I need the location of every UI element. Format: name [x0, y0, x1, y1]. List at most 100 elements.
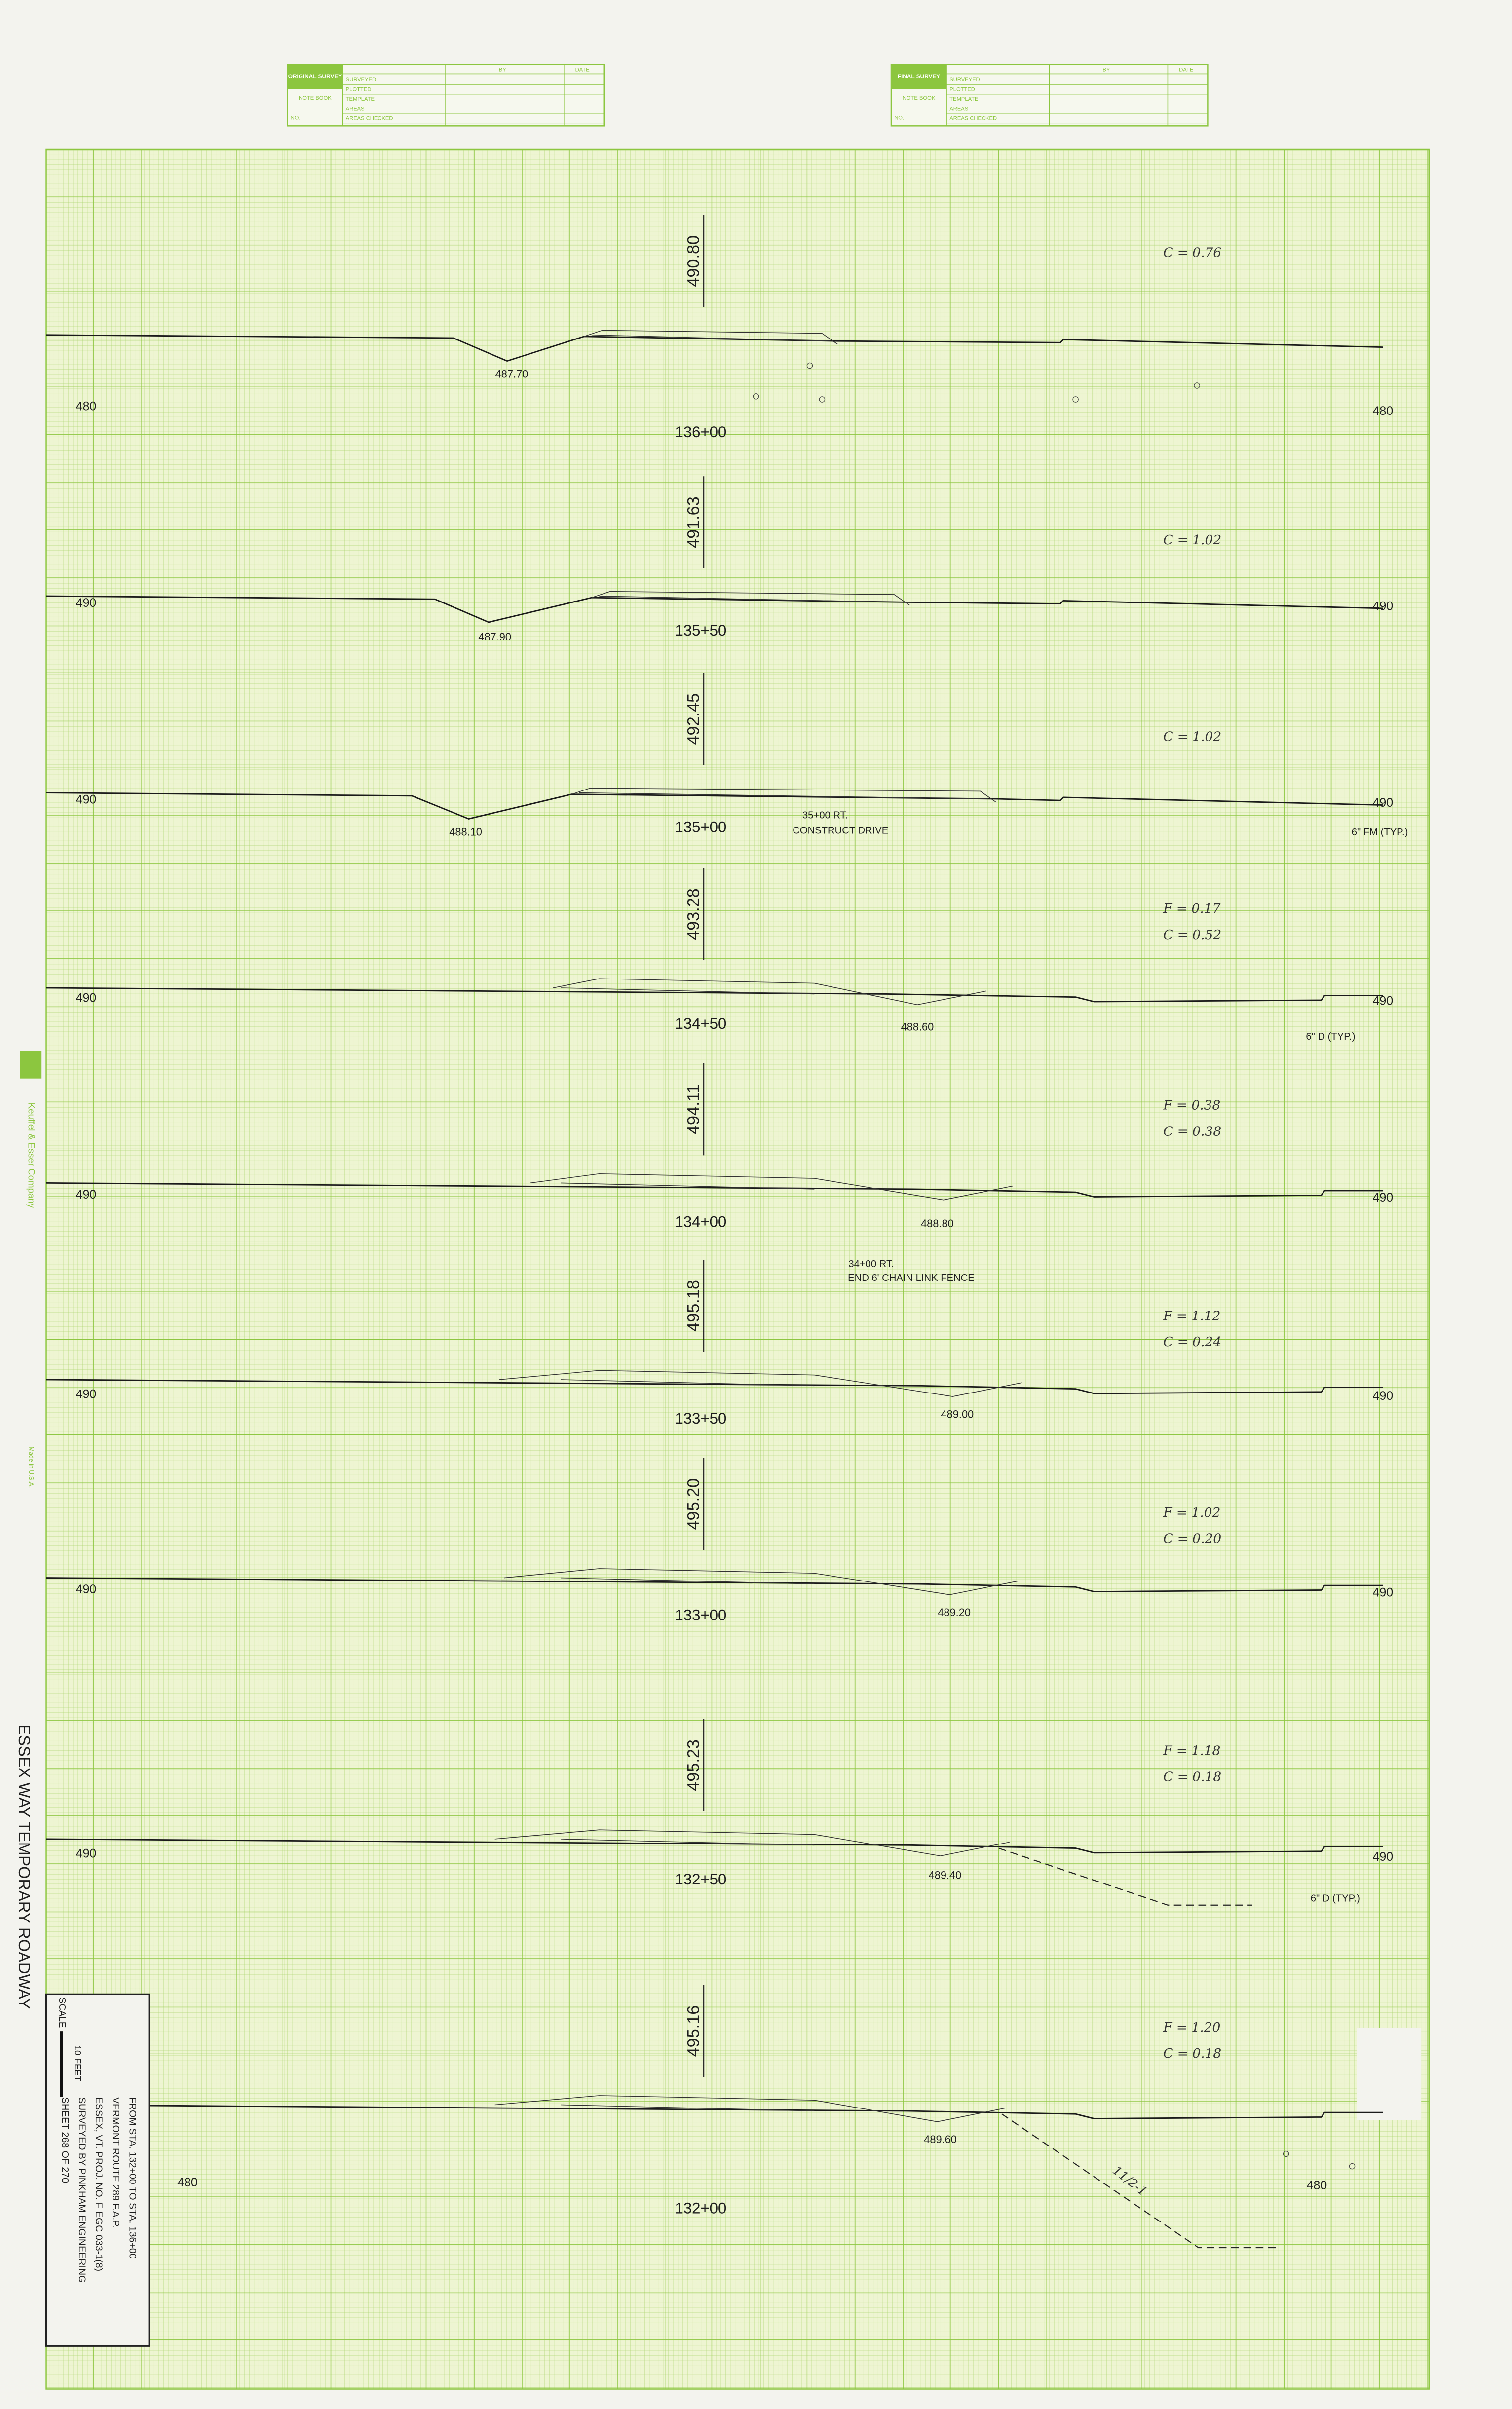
left-elevation: 490: [76, 1388, 97, 1401]
template-line: [494, 2095, 1007, 2122]
title-block-line: VERMONT ROUTE 289 F.A.P.: [110, 2097, 121, 2228]
box-row-label: SURVEYED: [949, 77, 980, 83]
earthwork-quantity: C = 0.18: [1163, 1769, 1221, 1784]
centerline-elevation: 493.28: [684, 888, 703, 940]
template-line: [553, 978, 987, 1006]
station: 133+50: [675, 1410, 727, 1427]
station: 135+50: [675, 622, 727, 639]
box-row-label: PLOTTED: [949, 86, 975, 92]
left-elevation: 490: [76, 991, 97, 1005]
earthwork-quantity: F = 1.20: [1163, 2020, 1220, 2035]
box-no: NO.: [291, 115, 301, 121]
ground-line: [46, 1379, 1383, 1394]
station: 132+00: [675, 2199, 727, 2217]
box-title: FINAL SURVEY: [898, 73, 940, 80]
ground-line: [46, 1182, 1383, 1198]
earthwork-quantity: C = 0.18: [1163, 2046, 1221, 2061]
title-block-line: SURVEYED BY PINKHAM ENGINEERING: [76, 2097, 87, 2283]
station: 136+00: [675, 423, 727, 441]
grid: [45, 148, 1430, 2390]
ditch-elevation: 488.80: [921, 1217, 954, 1230]
right-elevation: 490: [1373, 994, 1394, 1008]
section-note: 6" D (TYP.): [1306, 1031, 1355, 1042]
box-by: BY: [1102, 67, 1110, 73]
left-elevation: 480: [177, 2176, 198, 2189]
right-elevation: 480: [1307, 2179, 1327, 2192]
survey-box: ORIGINAL SURVEY NOTE BOOK NO. BY DATE SURVEYE…: [287, 64, 605, 127]
section-note: CONSTRUCT DRIVE: [793, 826, 888, 836]
title-block-line: SHEET 268 OF 270: [60, 2097, 71, 2183]
brand-logo: [20, 1051, 42, 1079]
survey-point: [753, 393, 759, 400]
template-line: [504, 1568, 1019, 1595]
left-elevation: 490: [76, 1582, 97, 1596]
torn-corner: [1357, 2028, 1422, 2120]
survey-box: FINAL SURVEY NOTE BOOK NO. BY DATE SURVEYED PL…: [890, 64, 1209, 127]
earthwork-quantity: C = 1.02: [1163, 729, 1221, 744]
ground-line: [46, 987, 1383, 1003]
paper-brand: Keuffel & Esser Company: [26, 1103, 37, 1208]
section-note: 35+00 RT.: [802, 810, 848, 821]
box-row-label: AREAS CHECKED: [949, 115, 997, 121]
ground-line: [46, 1577, 1383, 1593]
cross-section: 493.28 488.60 490 490 134+50 F = 0.17 C = 0.52…: [46, 868, 1394, 1042]
box-row-label: PLOTTED: [346, 86, 372, 92]
ditch-elevation: 487.90: [478, 631, 511, 643]
station: 134+50: [675, 1015, 727, 1032]
template-line: [571, 788, 996, 802]
cross-section: 492.45 488.10 490 490 135+00 C = 1.02 35+00 RT…: [46, 673, 1408, 838]
ditch-elevation: 489.20: [938, 1606, 971, 1619]
scale-length: 10 FEET: [73, 2045, 83, 2082]
earthwork-quantity: C = 0.76: [1163, 245, 1221, 261]
right-elevation: 490: [1373, 1585, 1394, 1599]
station: 132+50: [675, 1871, 727, 1888]
box-row-label: TEMPLATE: [346, 96, 375, 102]
earthwork-quantity: F = 0.17: [1163, 901, 1220, 916]
survey-point: [1349, 2163, 1356, 2170]
cross-section: 494.11 488.80 490 490 134+00 F = 0.38 C = 0.38…: [46, 1063, 1394, 1283]
centerline-elevation: 495.18: [684, 1280, 703, 1332]
ditch-elevation: 489.40: [929, 1869, 962, 1881]
cross-section: 495.18 489.00 490 490 133+50 F = 1.12 C = 0.24: [46, 1260, 1394, 1427]
box-date: DATE: [575, 67, 590, 73]
ditch-elevation: 488.60: [901, 1021, 934, 1033]
section-note: 34+00 RT.: [848, 1259, 894, 1270]
left-elevation: 490: [76, 1847, 97, 1861]
title-block-line: FROM STA. 132+00 TO STA. 136+00: [127, 2097, 138, 2259]
right-elevation: 490: [1373, 796, 1394, 810]
content: ORIGINAL SURVEY NOTE BOOK NO. BY DATE SURVEYE…: [15, 64, 1408, 2347]
earthwork-quantity: C = 1.02: [1163, 532, 1221, 548]
section-note: 6" D (TYP.): [1311, 1893, 1360, 1904]
box-no: NO.: [894, 115, 904, 121]
earthwork-quantity: F = 1.18: [1163, 1743, 1220, 1758]
right-elevation: 490: [1373, 1850, 1394, 1864]
title-block-line: ESSEX, VT. PROJ. NO. F EGC 033-1(8): [93, 2097, 104, 2271]
left-elevation: 490: [76, 1188, 97, 1202]
left-elevation: 490: [76, 793, 97, 807]
ditch-elevation: 489.00: [941, 1408, 974, 1420]
ditch-elevation: 487.70: [495, 368, 529, 380]
box-row-label: TEMPLATE: [949, 96, 978, 102]
survey-point: [819, 396, 826, 403]
ditch-elevation: 489.60: [924, 2133, 957, 2146]
right-elevation: 490: [1373, 1389, 1394, 1403]
proposed-slope: [1001, 2113, 1279, 2249]
template-line: [591, 591, 910, 606]
box-by: BY: [499, 67, 506, 73]
paper-brand: Made in U.S.A.: [28, 1447, 35, 1488]
cross-section: 495.20 489.20 490 490 133+00 F = 1.02 C = 0.20: [46, 1458, 1394, 1624]
template-line: [499, 1370, 1022, 1397]
survey-point: [1194, 382, 1200, 389]
side-title: ESSEX WAY TEMPORARY ROADWAY: [15, 1724, 34, 2009]
box-date: DATE: [1179, 67, 1193, 73]
scale-label: SCALE: [57, 1997, 68, 2028]
box-book: NOTE BOOK: [903, 95, 936, 101]
earthwork-quantity: F = 0.38: [1163, 1098, 1220, 1113]
box-row-label: AREAS CHECKED: [346, 115, 393, 121]
ground-line: [46, 2104, 1383, 2119]
centerline-elevation: 495.16: [684, 2005, 703, 2057]
station: 133+00: [675, 1607, 727, 1624]
right-elevation: 490: [1373, 1191, 1394, 1204]
